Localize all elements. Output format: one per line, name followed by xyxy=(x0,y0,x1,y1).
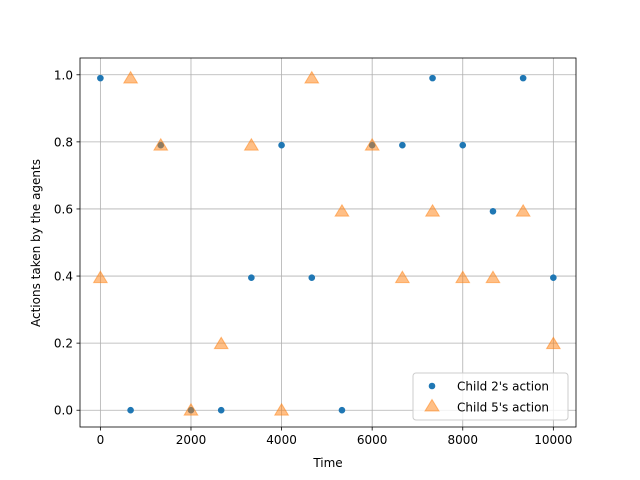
y-tick-label: 0.6 xyxy=(54,202,73,216)
legend-marker-child-5 xyxy=(424,398,440,412)
child-2-point xyxy=(127,406,134,414)
child-2-point xyxy=(278,141,285,149)
child-2-point xyxy=(338,406,346,414)
child-5-point xyxy=(122,70,139,84)
legend-marker-child-2 xyxy=(428,382,436,390)
y-tick-label: 0.0 xyxy=(54,404,73,418)
x-tick-label: 4000 xyxy=(266,433,297,447)
child-5-point xyxy=(92,270,109,284)
child-5-point xyxy=(515,203,531,217)
child-5-point xyxy=(213,336,229,350)
legend-box xyxy=(412,372,569,421)
child-2-point xyxy=(429,74,436,82)
child-5-point xyxy=(424,203,441,217)
x-tick-label: 0 xyxy=(97,433,105,447)
y-axis-label: Actions taken by the agents xyxy=(29,159,43,327)
child-5-point xyxy=(273,402,290,416)
child-2-point xyxy=(489,208,497,215)
y-tick-label: 0.2 xyxy=(54,337,73,351)
x-tick-label: 8000 xyxy=(447,433,478,447)
child-5-point xyxy=(153,137,169,151)
child-5-point xyxy=(545,336,562,350)
child-5-point xyxy=(304,70,320,84)
child-2-point xyxy=(519,74,527,82)
child-2-point xyxy=(97,74,104,82)
legend: Child 2's action Child 5's action xyxy=(412,372,569,421)
plot-data xyxy=(92,70,562,416)
x-tick-label: 10000 xyxy=(534,433,572,447)
child-5-point xyxy=(183,402,199,416)
child-5-point xyxy=(455,270,471,284)
grid xyxy=(80,58,576,427)
child-2-point xyxy=(248,274,255,282)
child-2-point xyxy=(308,274,316,282)
child-5-point xyxy=(364,137,380,151)
axes: 0 2000 4000 6000 8000 10000 0.0 0.2 0.4 0.6 0.8 1.0 xyxy=(54,57,577,447)
child-2-point xyxy=(459,141,467,149)
x-tick-label: 2000 xyxy=(176,433,207,447)
y-tick-label: 0.4 xyxy=(54,270,73,284)
child-5-point xyxy=(394,270,411,284)
legend-label-child-5: Child 5's action xyxy=(457,401,549,415)
child-2-point xyxy=(399,141,406,149)
y-tick-label: 1.0 xyxy=(54,68,73,82)
child-2-point xyxy=(550,274,557,282)
child-5-point xyxy=(334,203,350,217)
x-tick-label: 6000 xyxy=(357,433,388,447)
legend-label-child-2: Child 2's action xyxy=(457,380,549,394)
child-5-point xyxy=(485,270,501,284)
child-2-point xyxy=(217,406,225,414)
x-axis-label: Time xyxy=(312,456,342,470)
y-tick-label: 0.8 xyxy=(54,135,73,149)
plot-frame xyxy=(79,57,577,428)
child-5-point xyxy=(243,137,260,151)
